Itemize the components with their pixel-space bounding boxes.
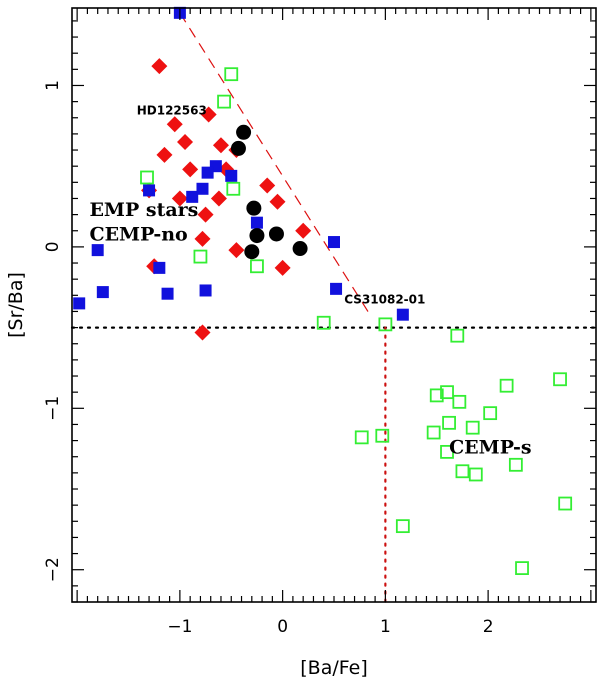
- red-diamond-point: [156, 146, 173, 163]
- green-open-square-point: [316, 315, 331, 330]
- red-diamond-point: [295, 222, 312, 239]
- green-open-square-point: [378, 317, 393, 332]
- red-diamond-point: [151, 58, 168, 75]
- green-open-square-point: [452, 394, 467, 409]
- red-diamond-point: [182, 161, 199, 178]
- green-open-square-point: [426, 425, 441, 440]
- green-open-square-point: [375, 428, 390, 443]
- green-open-squares-series: [140, 67, 573, 576]
- red-diamond-point: [274, 259, 291, 276]
- blue-square-point: [250, 216, 263, 229]
- black-circle-point: [249, 228, 265, 244]
- x-tick-label: 2: [483, 617, 494, 637]
- green-open-square-point: [250, 259, 264, 274]
- axis-ticks: −1 0 1 2 −2 −1 0 1: [43, 8, 596, 637]
- green-open-square-point: [429, 388, 444, 403]
- red-diamond-point: [269, 193, 286, 210]
- green-open-square-point: [450, 328, 465, 343]
- black-circle-point: [292, 241, 308, 257]
- black-circle-point: [236, 124, 252, 140]
- blue-square-point: [153, 261, 166, 274]
- green-open-square-point: [515, 561, 529, 576]
- x-tick-label: 1: [380, 617, 391, 637]
- red-diamond-point: [194, 230, 211, 247]
- green-open-square-point: [224, 67, 239, 82]
- blue-square-point: [196, 182, 209, 195]
- blue-square-point: [186, 190, 199, 203]
- blue-squares-series: [73, 6, 409, 321]
- red-diamond-point: [171, 190, 188, 207]
- y-axis-label: [Sr/Ba]: [5, 272, 27, 338]
- green-open-square-point: [468, 467, 483, 482]
- blue-square-point: [396, 308, 409, 321]
- black-circle-point: [246, 200, 262, 216]
- annotation-label: HD122563: [137, 104, 207, 118]
- x-axis-label: [Ba/Fe]: [300, 657, 367, 679]
- red-diamond-point: [194, 324, 211, 341]
- y-tick-label: −1: [43, 396, 63, 421]
- black-circle-point: [230, 140, 246, 156]
- green-open-square-point: [455, 464, 470, 479]
- annotation-label: CS31082-01: [344, 292, 425, 306]
- green-open-square-point: [354, 430, 369, 445]
- red-diamond-point: [200, 106, 217, 123]
- red-diamond-point: [212, 137, 229, 154]
- blue-square-point: [143, 184, 156, 197]
- black-circle-point: [244, 244, 260, 260]
- green-open-square-point: [465, 420, 480, 435]
- red-diamond-point: [259, 177, 276, 194]
- y-tick-label: −2: [43, 557, 63, 582]
- green-open-square-point: [217, 94, 231, 109]
- red-diamond-point: [177, 133, 194, 150]
- data-points: [73, 6, 573, 576]
- blue-square-point: [199, 284, 212, 297]
- green-open-square-point: [558, 496, 573, 511]
- x-tick-label: 0: [277, 617, 288, 637]
- green-open-square-point: [508, 457, 523, 472]
- green-open-square-point: [442, 415, 456, 430]
- blue-square-point: [161, 287, 174, 300]
- annotation-label: CEMP-no: [89, 223, 187, 245]
- blue-square-point: [73, 297, 86, 310]
- green-open-square-point: [193, 249, 208, 264]
- blue-square-point: [201, 166, 214, 179]
- green-open-square-point: [553, 372, 567, 387]
- red-diamond-point: [228, 242, 245, 259]
- blue-square-point: [96, 286, 109, 299]
- blue-square-point: [328, 236, 340, 249]
- y-tick-label: 1: [43, 80, 63, 91]
- black-circles-series: [230, 124, 308, 260]
- red-diamond-point: [197, 206, 214, 223]
- dashed-diagonal-line: [179, 12, 371, 316]
- green-open-square-point: [226, 181, 241, 196]
- black-circle-point: [268, 226, 284, 242]
- red-diamond-point: [166, 116, 183, 133]
- annotation-label: EMP stars: [89, 199, 198, 221]
- green-open-square-point: [395, 519, 410, 534]
- x-tick-label: −1: [167, 617, 192, 637]
- red-diamond-point: [210, 190, 227, 207]
- annotation-label: CEMP-s: [449, 437, 531, 459]
- y-tick-label: 0: [43, 241, 63, 252]
- green-open-square-point: [499, 378, 514, 393]
- blue-square-point: [330, 282, 343, 295]
- green-open-square-point: [440, 385, 454, 400]
- green-open-square-point: [140, 170, 154, 185]
- reference-lines: [70, 12, 598, 604]
- blue-square-point: [91, 244, 104, 257]
- blue-square-point: [225, 169, 238, 182]
- plot-frame: [71, 7, 597, 603]
- green-open-square-point: [483, 406, 498, 421]
- green-open-square-point: [440, 444, 454, 459]
